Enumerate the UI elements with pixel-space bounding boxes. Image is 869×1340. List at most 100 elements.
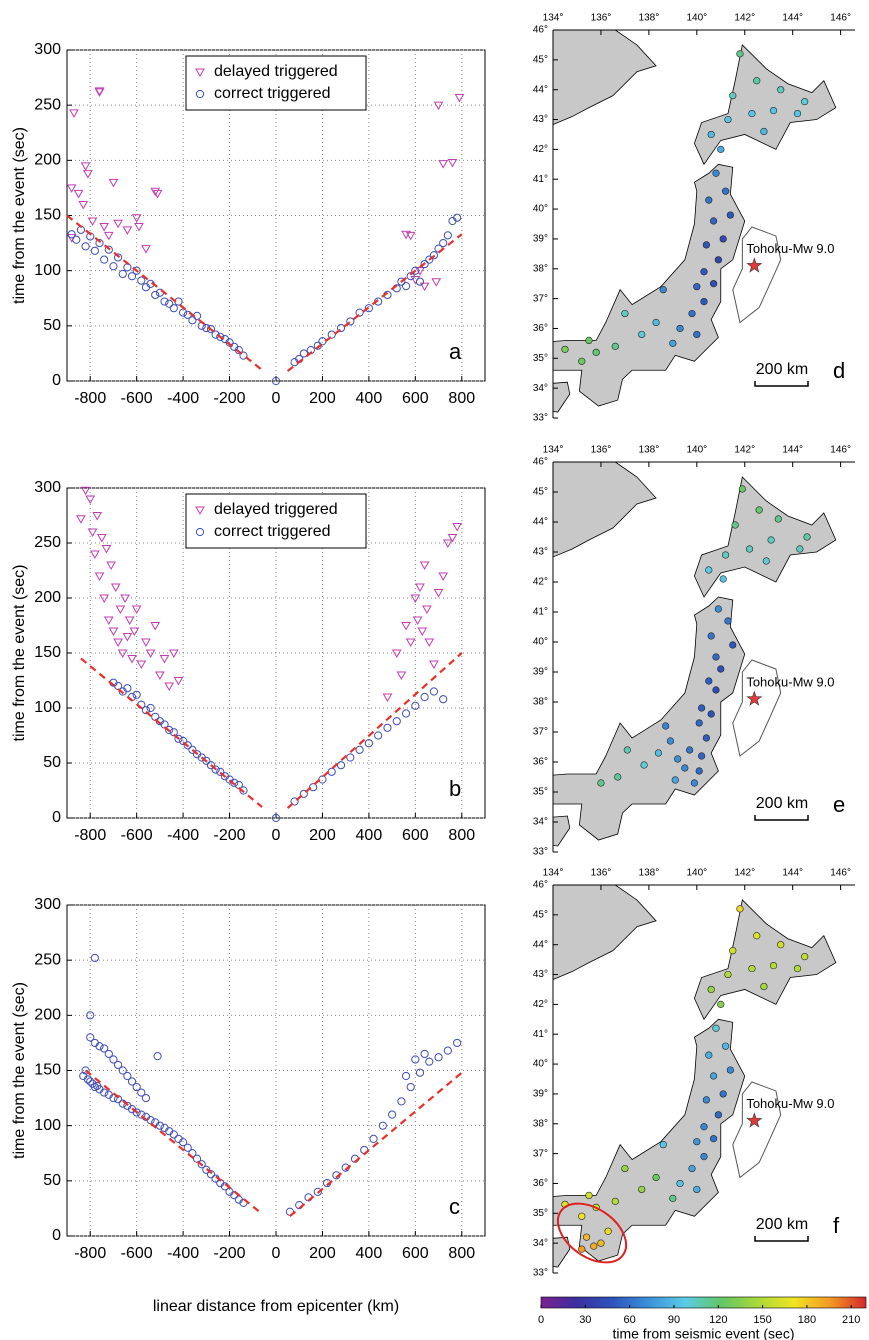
circle-marker <box>216 767 225 776</box>
station <box>707 985 715 994</box>
triangle-marker <box>85 495 96 505</box>
circle-marker <box>439 238 448 248</box>
y-tick-label: 33° <box>533 1268 548 1279</box>
circle-marker <box>137 1088 146 1097</box>
x-tick-label: 140° <box>686 445 707 456</box>
circle-marker <box>406 1082 415 1092</box>
station <box>712 1024 720 1032</box>
triangle-marker <box>141 638 151 648</box>
circle-marker <box>401 282 411 291</box>
triangle-marker <box>76 515 86 524</box>
triangle-marker <box>96 534 107 543</box>
circle-marker <box>195 89 205 99</box>
y-axis-label: time from the event (sec) <box>11 127 28 304</box>
mainland <box>553 462 657 558</box>
station <box>803 533 811 541</box>
y-tick-label: 300 <box>34 41 61 58</box>
triangle-marker <box>422 605 432 615</box>
circle-marker <box>100 1088 109 1097</box>
triangle-marker <box>442 539 453 549</box>
x-tick-label: -800 <box>74 390 106 407</box>
scale-label: 200 km <box>756 361 808 378</box>
station <box>688 309 696 318</box>
circle-marker <box>137 1110 146 1119</box>
y-tick-label: 50 <box>43 317 61 334</box>
x-tick-label: -400 <box>167 827 199 844</box>
x-tick-label: -600 <box>121 827 153 844</box>
scale-label: 200 km <box>756 795 808 812</box>
station <box>621 309 629 318</box>
x-tick-label: 134° <box>543 868 564 879</box>
y-tick-label: 37° <box>533 727 548 738</box>
triangle-marker <box>90 550 100 560</box>
y-tick-label: 300 <box>34 896 61 913</box>
circle-marker <box>83 1075 93 1084</box>
station <box>755 506 763 514</box>
epicenter <box>746 257 763 273</box>
y-tick-label: 38° <box>533 1118 548 1129</box>
circle-marker <box>160 297 169 306</box>
circle-marker <box>109 262 118 271</box>
honshu <box>553 163 746 407</box>
y-tick-label: 250 <box>34 534 61 551</box>
station <box>721 1042 730 1050</box>
station <box>638 1185 646 1194</box>
circle-marker <box>239 786 248 795</box>
station <box>736 50 744 58</box>
station <box>724 115 732 124</box>
x-tick-label: 120 <box>709 1314 727 1326</box>
epicenter <box>746 1112 763 1128</box>
y-tick-label: 40° <box>533 204 548 215</box>
triangle-marker <box>382 693 393 703</box>
triangle-marker <box>152 189 163 199</box>
station <box>695 767 703 775</box>
x-tick-label: 60 <box>624 1314 636 1326</box>
circle-marker <box>378 1121 387 1130</box>
legend-box <box>185 55 367 111</box>
map-area <box>553 30 837 413</box>
panel-label: d <box>833 358 845 383</box>
circle-marker <box>104 1049 113 1059</box>
x-tick-label: 800 <box>448 1245 475 1262</box>
circle-marker <box>146 703 155 713</box>
station <box>578 1212 586 1220</box>
station <box>585 1191 593 1199</box>
circle-marker <box>346 753 355 762</box>
colorbar <box>540 1296 867 1309</box>
triangle-marker <box>438 572 449 582</box>
y-tick-label: 33° <box>533 847 548 858</box>
triangle-marker <box>78 200 89 210</box>
circle-marker <box>109 1055 118 1064</box>
x-tick-label: 400 <box>356 1245 383 1262</box>
triangle-marker <box>405 231 416 241</box>
circle-marker <box>169 304 178 313</box>
x-tick-label: 136° <box>591 445 612 456</box>
circle-marker <box>104 245 113 254</box>
circle-marker <box>411 1055 420 1064</box>
circle-marker <box>118 1066 127 1075</box>
station <box>721 551 730 559</box>
triangle-marker <box>155 671 165 681</box>
circle-marker <box>443 1046 452 1055</box>
circle-marker <box>439 695 448 704</box>
triangle-marker <box>122 633 133 642</box>
circle-marker <box>141 1093 151 1103</box>
station <box>681 764 689 772</box>
circle-marker <box>216 332 225 341</box>
circle-marker <box>415 277 425 286</box>
triangle-marker <box>447 534 458 543</box>
circle-marker <box>225 338 234 347</box>
y-tick-label: 43° <box>533 114 548 125</box>
station <box>738 485 746 493</box>
colorbar-label: time from seismic event (sec) <box>612 1326 794 1340</box>
circle-marker <box>86 1033 95 1042</box>
map-area <box>553 462 837 847</box>
y-tick-label: 35° <box>533 787 548 798</box>
legend-label: delayed triggered <box>214 501 338 518</box>
circle-marker <box>234 346 243 355</box>
circle-marker <box>411 701 420 710</box>
station <box>688 1164 696 1173</box>
x-tick-label: 210 <box>842 1314 860 1326</box>
station <box>676 324 684 333</box>
circle-marker <box>411 266 420 275</box>
